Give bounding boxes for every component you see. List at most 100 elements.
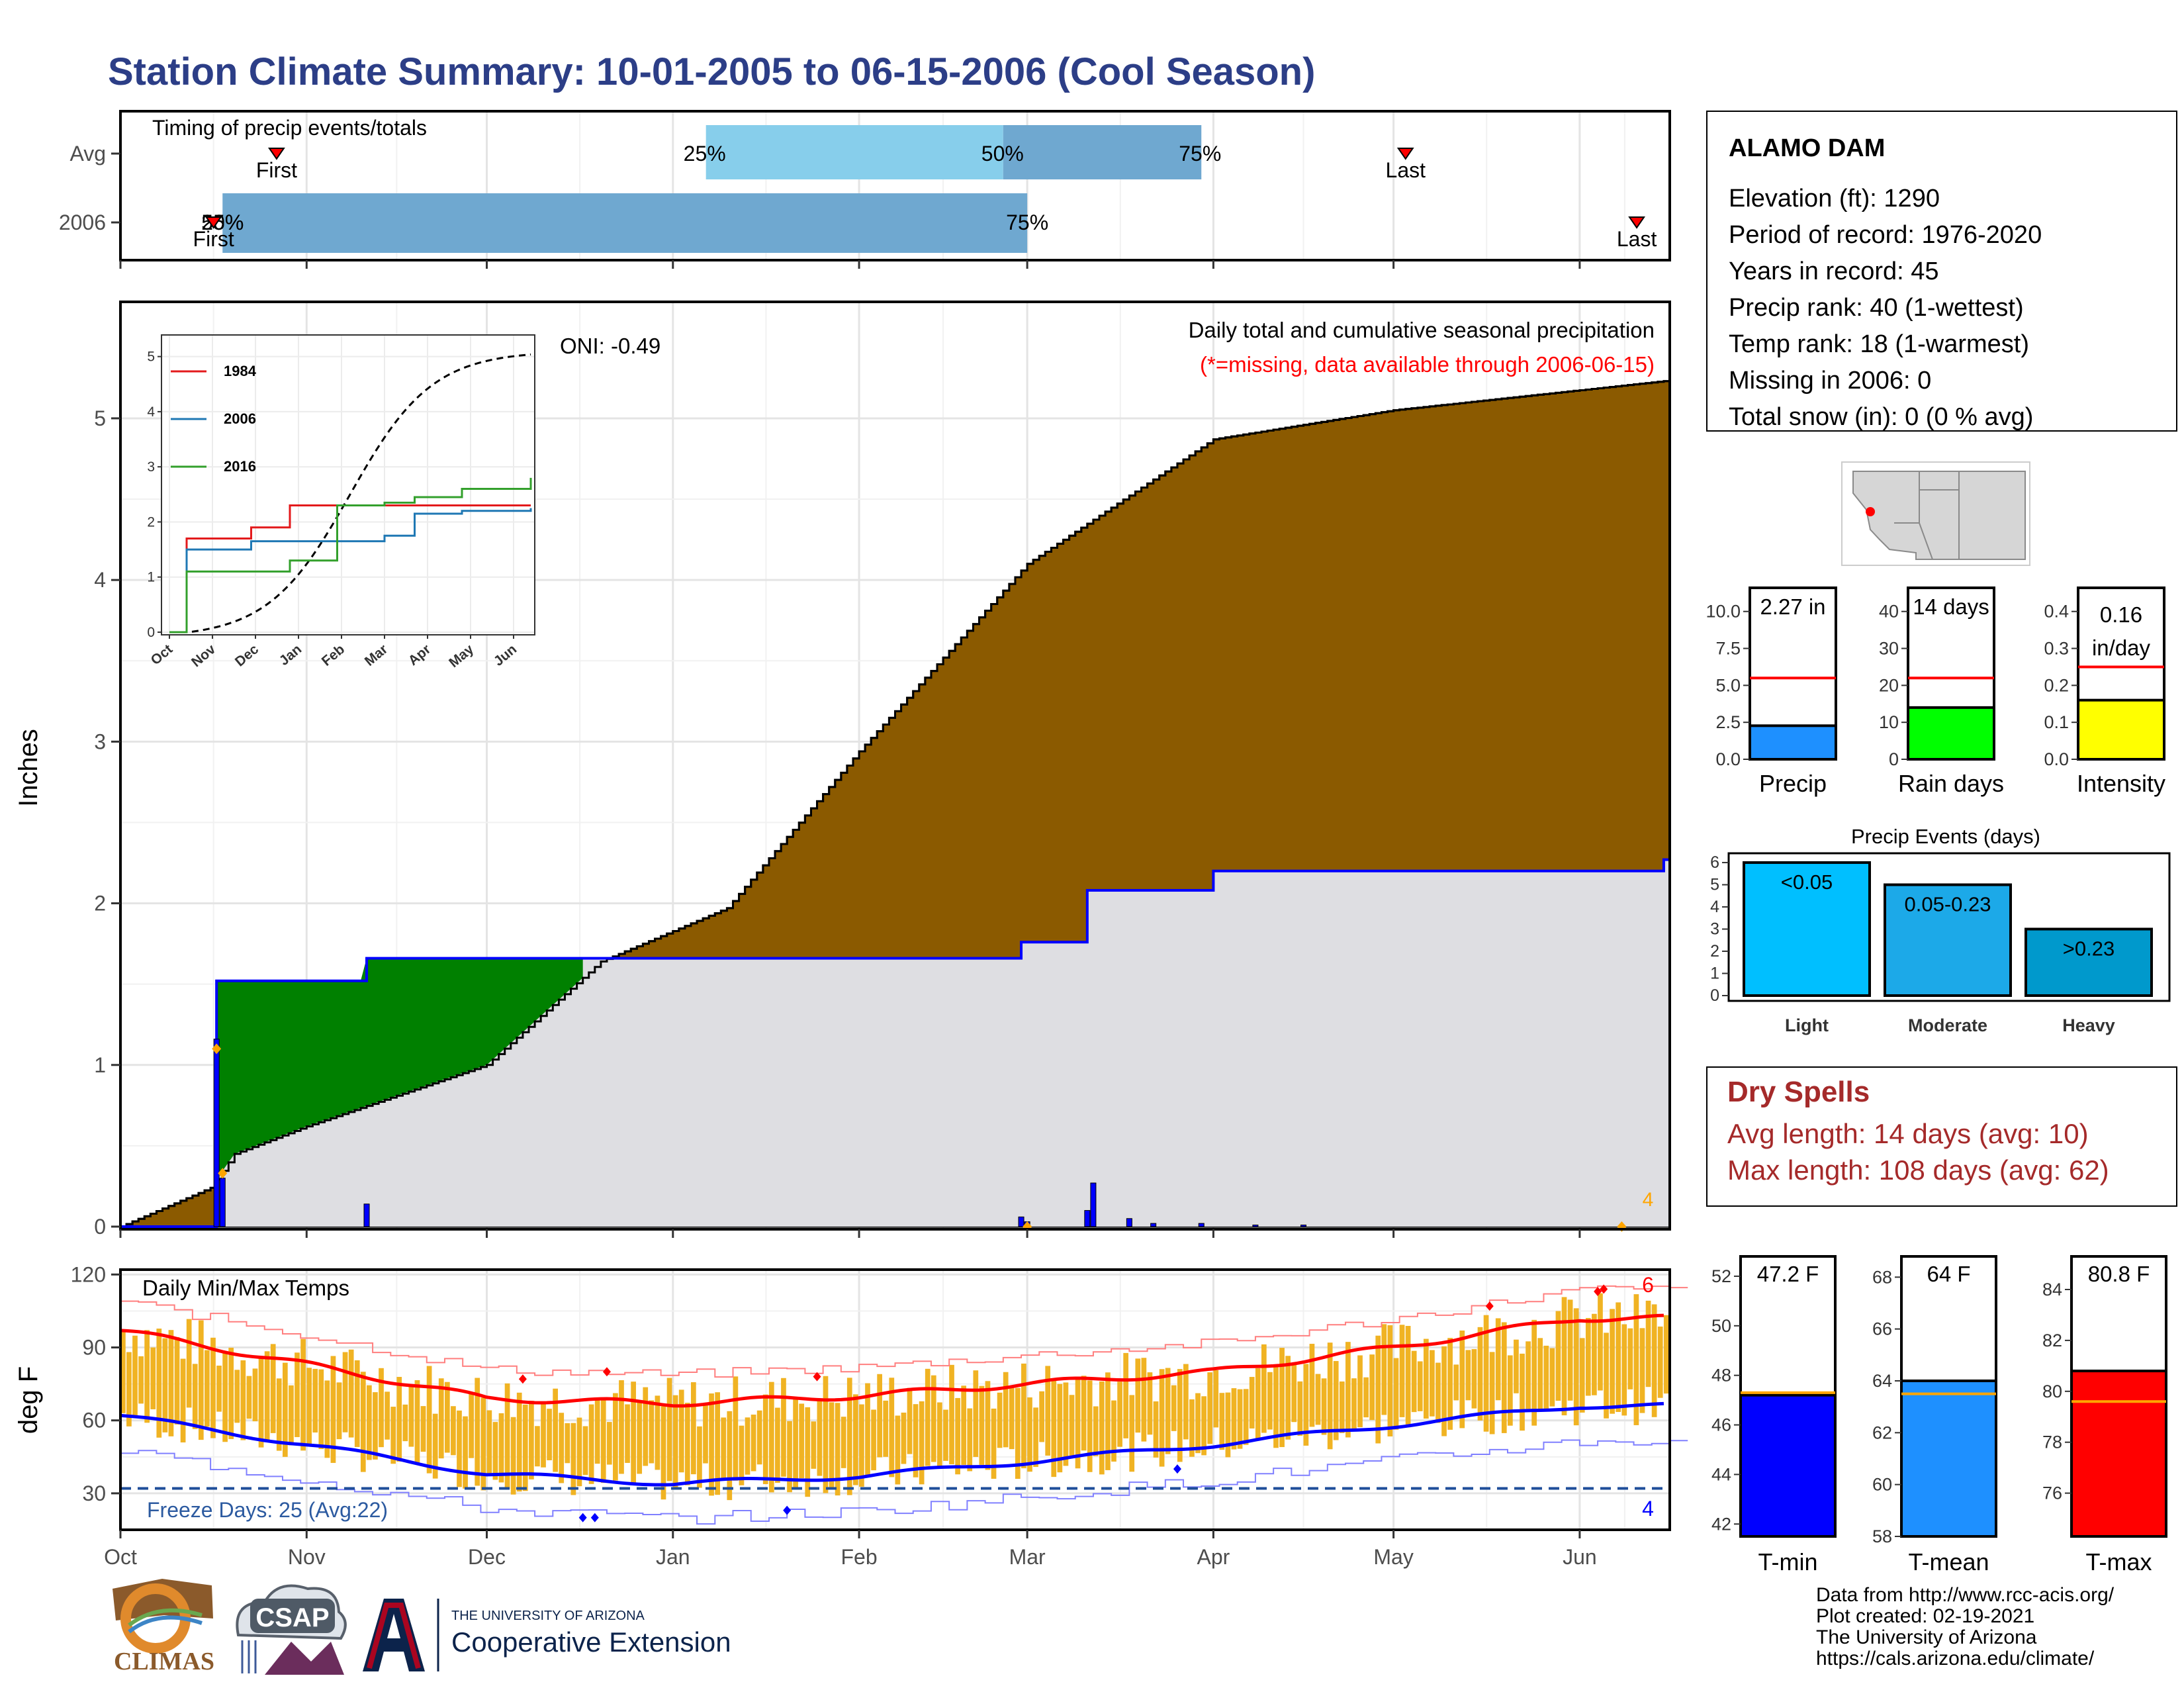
missing-annotation: (*=missing, data available through 2006-… [1200,352,1655,377]
daily-temp-bar [1447,1338,1453,1430]
events-tick-label: 3 [1710,920,1719,939]
dry-spells-title: Dry Spells [1727,1076,1870,1108]
csap-logo-text: CSAP [255,1603,329,1632]
record-high-marker [518,1374,527,1384]
daily-temp-bar [1441,1346,1447,1436]
inset-x-tick-label: Jan [277,641,305,669]
tmean-tick-label: 60 [1872,1475,1892,1495]
inset-y-tick-label: 4 [147,404,155,420]
daily-temp-bar [649,1400,655,1464]
daily-temp-bar [655,1395,660,1470]
daily-temp-bar [1105,1372,1111,1470]
daily-temp-bar [1639,1328,1645,1413]
daily-temp-bar [385,1391,390,1440]
station-missing: Missing in 2006: 0 [1729,367,1931,395]
daily-temp-bar [408,1385,414,1447]
daily-temp-bar [1087,1380,1093,1472]
tmax-tick-label: 78 [2042,1432,2062,1452]
daily-temp-bar [463,1416,468,1489]
daily-temp-bar [318,1369,324,1449]
daily-temp-bar [529,1401,534,1479]
events-bar-value-label: >0.23 [2063,937,2115,961]
precip-label: Precip [1759,770,1827,797]
daily-temp-bar [1111,1400,1116,1462]
daily-temp-bar [120,1331,126,1413]
tmean-tick-label: 68 [1872,1267,1892,1287]
daily-temp-bar [1561,1297,1567,1416]
daily-temp-bar [594,1399,600,1464]
daily-temp-bar [672,1395,678,1488]
daily-temp-bar [889,1378,895,1477]
daily-temp-bar [1057,1383,1063,1473]
daily-temp-bar [721,1417,727,1481]
daily-temp-bar [1219,1393,1225,1450]
daily-temp-bar [504,1383,510,1489]
intensity-value-unit: in/day [2092,635,2151,660]
daily-temp-bar [1189,1399,1195,1457]
daily-temp-bar [144,1330,150,1423]
precip-value-label: 2.27 in [1760,594,1825,619]
daily-temp-bar [210,1337,216,1438]
daily-temp-bar [715,1392,721,1495]
daily-temp-bar [1213,1370,1219,1428]
daily-temp-bar [1315,1374,1321,1425]
daily-temp-bar [781,1378,786,1477]
y-tick-label: 5 [94,406,106,430]
daily-temp-bar [1285,1356,1291,1440]
x-tick-label: Jan [656,1545,690,1569]
daily-temp-bar [1351,1378,1357,1430]
daily-temp-bar [823,1376,829,1493]
raindays-tick-label: 10 [1879,712,1899,732]
daily-temp-bar [1610,1309,1615,1414]
daily-temp-bar [877,1374,882,1458]
year-first-marker [205,216,222,229]
daily-temp-bar [829,1402,835,1489]
year-last-label: Last [1617,227,1657,251]
daily-temp-bar [264,1351,270,1442]
inset-x-tick-label: Feb [319,641,347,669]
daily-temp-bar [252,1368,258,1422]
daily-temp-bar [600,1399,606,1483]
footer-line-3: The University of Arizona [1816,1626,2037,1648]
daily-temp-bar [1417,1361,1423,1411]
daily-temp-bar [289,1385,294,1446]
daily-temp-bar [132,1335,138,1417]
timing-panel-label: Timing of precip events/totals [152,116,427,140]
daily-temp-bar [1579,1338,1585,1413]
daily-temp-bar [330,1356,336,1463]
daily-temp-bar [1501,1322,1507,1433]
precip-events-chart: Precip Events (days) 0 1 2 3 4 5 6 <0.05 Light 0.… [1710,825,2171,1035]
daily-temp-bar [865,1383,870,1476]
precip-tick-label: 7.5 [1715,639,1741,659]
daily-temp-bar [883,1400,889,1457]
daily-temp-bar [613,1393,618,1481]
daily-temp-bar [222,1352,228,1442]
missing-marker [212,1043,222,1055]
daily-precip-bar [1126,1218,1132,1227]
intensity-tick-label: 0.0 [2044,749,2069,769]
daily-temp-bar [1291,1363,1297,1423]
daily-temp-bar [846,1378,852,1495]
map-states [1852,471,2026,560]
daily-temp-bar [625,1404,630,1463]
daily-temp-bar [901,1412,907,1464]
daily-temp-bar [270,1344,276,1433]
daily-temp-bar [756,1410,762,1465]
daily-precip-bar [1084,1210,1091,1227]
daily-temp-bar [871,1409,876,1471]
daily-temp-bar [1141,1358,1147,1442]
daily-temp-bar [852,1394,858,1485]
season-summary-bars: 0.0 2.5 5.0 7.5 10.0 2.27 in Precip 0 10 20 30 40 14… [1706,586,2165,797]
station-temp-rank: Temp rank: 18 (1-warmest) [1729,330,2029,358]
temp-y-axis-title: deg F [14,1366,43,1434]
record-high-line [120,1285,1688,1378]
daily-temp-bar [535,1426,540,1467]
daily-temp-bar [1537,1338,1543,1411]
raindays-tick-label: 20 [1879,675,1899,695]
daily-temp-bar [486,1410,492,1475]
daily-temp-bar [949,1364,954,1464]
inset-y-tick-label: 3 [147,459,155,475]
dry-spells-avg: Avg length: 14 days (avg: 10) [1727,1118,2089,1149]
daily-temp-bar [1093,1406,1099,1456]
daily-temp-bar [1615,1302,1621,1413]
